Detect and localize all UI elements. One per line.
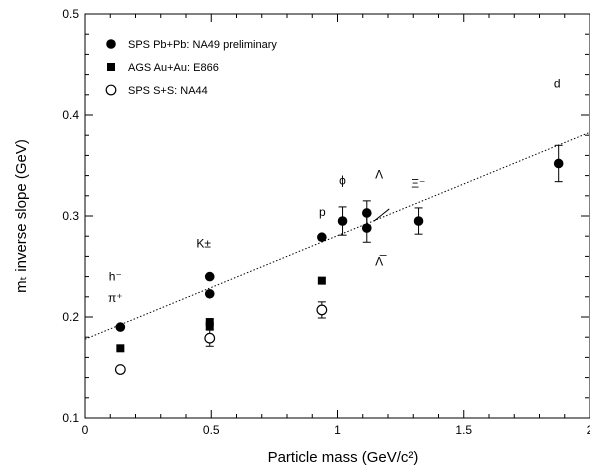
data-point [361, 223, 372, 233]
data-point [204, 332, 216, 344]
legend-marker [106, 39, 116, 49]
particle-label: Λ̅ [375, 254, 387, 268]
axis-ticks: 0 0.5 1 1.5 2 0.1 0.2 0.3 0.4 0.5 [62, 7, 590, 437]
particle-label: K± [196, 236, 211, 250]
fit-line [84, 131, 590, 340]
data-point [116, 344, 125, 353]
legend-marker [105, 84, 117, 96]
data-point [114, 364, 126, 375]
y-tick-label: 0.1 [62, 411, 79, 425]
plot-frame [84, 13, 590, 419]
particle-label: h⁻ [109, 270, 122, 284]
x-tick-label: 1.5 [455, 423, 472, 437]
particle-annotations: h⁻ π⁺ K± p ϕ Λ Λ̅ Ξ⁻ d [108, 77, 561, 305]
data-point [361, 208, 372, 218]
particle-label: Λ [375, 168, 383, 182]
data-point [317, 232, 327, 243]
y-tick-label: 0.2 [62, 310, 79, 324]
x-axis-title: Particle mass (GeV/c²) [268, 449, 419, 466]
particle-label: d [554, 77, 561, 91]
fit-line-group [84, 131, 590, 340]
fit-segment [373, 208, 390, 222]
data-point [316, 304, 328, 316]
x-tick-label: 2 [587, 423, 590, 437]
data-point [204, 288, 215, 299]
legend-label: SPS S+S: NA44 [128, 85, 208, 97]
data-point [205, 318, 214, 327]
legend: SPS Pb+Pb: NA49 preliminary AGS Au+Au: E8… [105, 39, 277, 97]
particle-label: p [319, 205, 326, 219]
particle-label: π⁺ [108, 291, 123, 305]
y-tick-label: 0.3 [62, 209, 79, 223]
data-point [413, 216, 424, 226]
data-point [204, 271, 215, 282]
particle-label: Ξ⁻ [411, 177, 425, 191]
y-tick-label: 0.4 [62, 108, 79, 122]
data-points [114, 144, 564, 375]
y-tick-label: 0.5 [62, 7, 79, 21]
data-point [337, 216, 348, 226]
y-axis-title: mₜ inverse slope (GeV) [13, 139, 30, 293]
x-tick-label: 1 [334, 423, 341, 437]
x-tick-label: 0.5 [203, 423, 220, 437]
legend-label: SPS Pb+Pb: NA49 preliminary [128, 39, 277, 51]
particle-label: ϕ [339, 174, 346, 188]
data-point [205, 322, 214, 331]
data-point [115, 322, 126, 332]
data-point [317, 276, 326, 285]
data-point [553, 158, 564, 169]
legend-label: AGS Au+Au: E866 [128, 62, 219, 74]
legend-marker [107, 63, 115, 71]
x-tick-label: 0 [82, 423, 89, 437]
